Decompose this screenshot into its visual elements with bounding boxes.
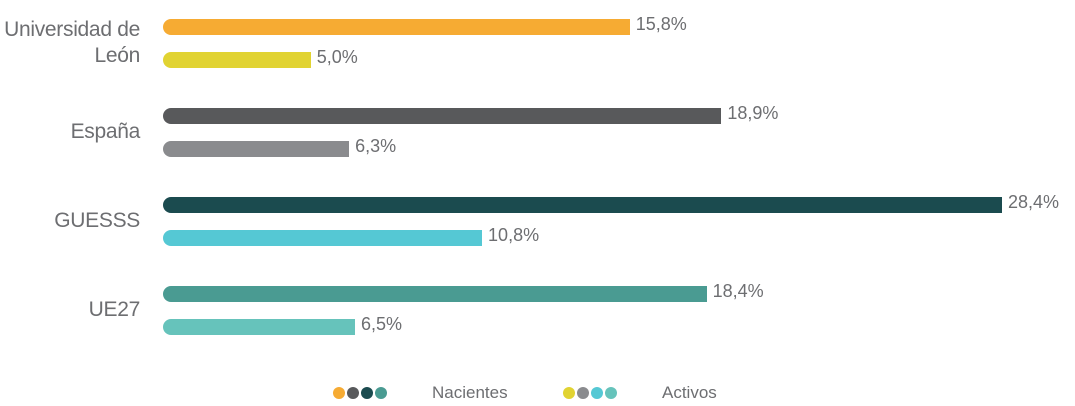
- legend-swatch: [333, 387, 345, 399]
- legend-swatch: [563, 387, 575, 399]
- legend-label: Nacientes: [432, 383, 508, 402]
- value-label: 6,5%: [361, 314, 403, 334]
- legend-label: Activos: [662, 383, 717, 402]
- value-label: 10,8%: [488, 225, 540, 245]
- bar: [163, 52, 311, 68]
- legend-swatch: [347, 387, 359, 399]
- bar: [163, 286, 707, 302]
- category-label: España: [70, 120, 141, 143]
- legend-swatch: [591, 387, 603, 399]
- legend-swatch: [361, 387, 373, 399]
- legend-swatch: [577, 387, 589, 399]
- legend-swatch: [375, 387, 387, 399]
- bar: [163, 141, 350, 157]
- category-label: Universidad de León: [4, 18, 140, 67]
- bar: [163, 319, 356, 335]
- category-label: UE27: [88, 298, 141, 321]
- value-label: 15,8%: [635, 14, 687, 34]
- value-label: 18,4%: [712, 281, 764, 301]
- bar: [163, 108, 722, 124]
- value-label: 18,9%: [727, 103, 779, 123]
- bar: [163, 230, 483, 246]
- legend-swatch: [605, 387, 617, 399]
- bar: [163, 19, 630, 35]
- bar: [163, 197, 1002, 213]
- value-label: 5,0%: [316, 47, 358, 67]
- value-label: 28,4%: [1008, 192, 1060, 212]
- category-label: GUESSS: [54, 209, 140, 232]
- value-label: 6,3%: [355, 136, 397, 156]
